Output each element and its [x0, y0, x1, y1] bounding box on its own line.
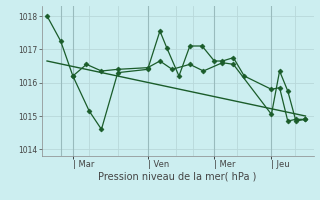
X-axis label: Pression niveau de la mer( hPa ): Pression niveau de la mer( hPa )	[99, 172, 257, 182]
